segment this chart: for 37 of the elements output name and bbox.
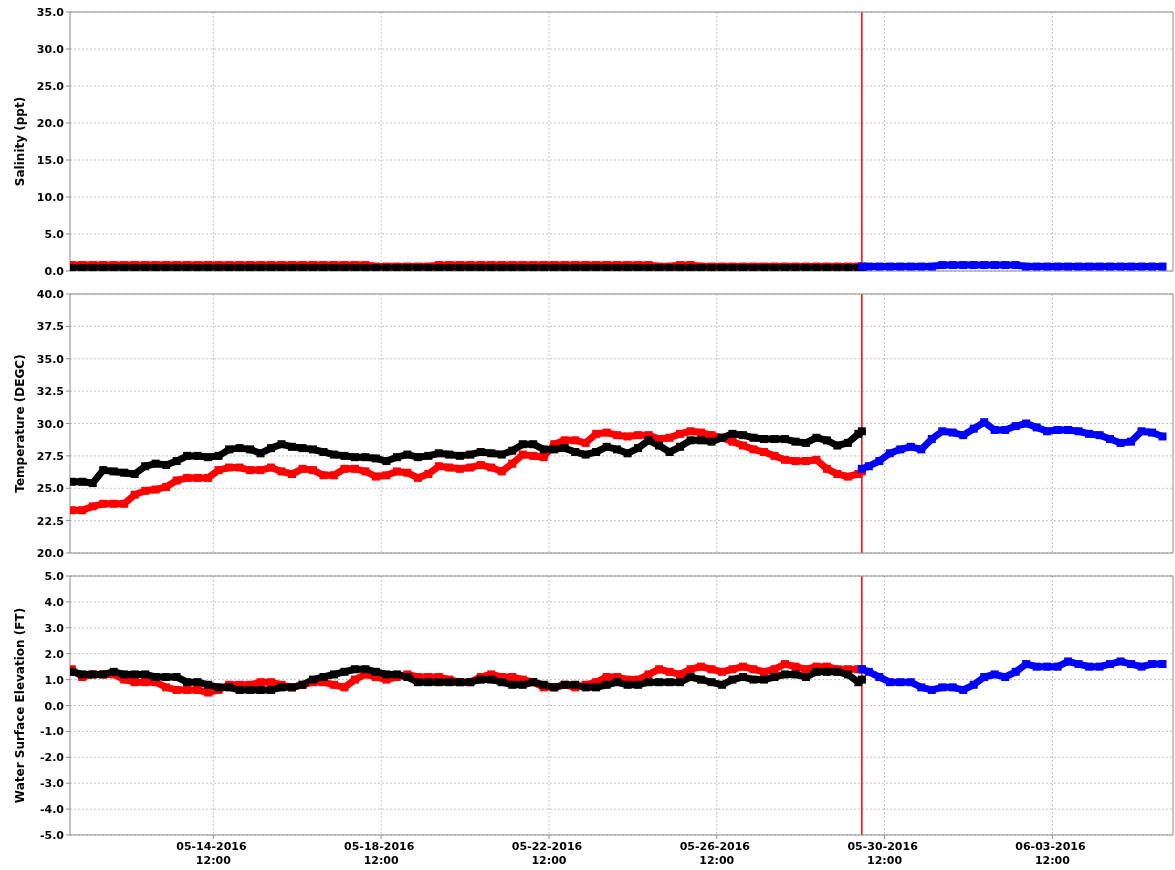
y-tick-label: 4.0 (44, 595, 65, 609)
x-tick-label: 05-30-2016 12:00 (847, 840, 922, 867)
y-tick-label: 32.5 (36, 384, 64, 398)
y-tick-label: 1.0 (44, 673, 65, 687)
y-tick-label: 35.0 (36, 352, 65, 366)
y-tick-label: 22.5 (36, 514, 64, 528)
x-tick-label: 05-14-2016 12:00 (176, 840, 251, 867)
y-tick-label: 20.0 (36, 546, 65, 560)
y-tick-label: 0.0 (44, 264, 65, 278)
y-tick-label: 0.0 (44, 699, 65, 712)
x-tick-label: 05-18-2016 12:00 (344, 840, 419, 867)
y-tick-label: 30.0 (36, 417, 65, 430)
y-tick-label: -3.0 (39, 776, 65, 790)
y-tick-label: 20.0 (36, 116, 65, 130)
y-tick-label: 25.0 (36, 481, 65, 495)
x-tick-label: 06-03-2016 12:00 (1015, 840, 1090, 867)
y-axis-title: Salinity (ppt) (13, 96, 27, 187)
y-tick-label: 15.0 (36, 153, 65, 167)
y-tick-label: 2.0 (44, 647, 65, 661)
y-tick-label: 37.5 (36, 319, 64, 333)
y-tick-label: 5.0 (44, 569, 65, 583)
x-tick-label: 05-26-2016 12:00 (679, 840, 754, 867)
y-tick-label: -1.0 (39, 724, 65, 738)
y-tick-label: 10.0 (36, 190, 65, 204)
y-tick-label: 30.0 (36, 42, 65, 56)
y-axis-title: Temperature (DEGC) (13, 354, 27, 493)
y-tick-label: -4.0 (39, 802, 65, 816)
y-axis-title: Water Surface Elevation (FT) (13, 607, 27, 804)
y-tick-label: 27.5 (36, 449, 64, 463)
y-tick-label: 40.0 (36, 287, 65, 301)
y-tick-label: 35.0 (36, 5, 65, 19)
y-tick-label: 3.0 (44, 621, 65, 635)
y-tick-label: -2.0 (39, 750, 65, 764)
x-tick-label: 05-22-2016 12:00 (511, 840, 587, 867)
y-tick-label: 25.0 (36, 79, 65, 93)
y-tick-label: -5.0 (39, 828, 65, 842)
y-tick-label: 5.0 (44, 227, 65, 241)
